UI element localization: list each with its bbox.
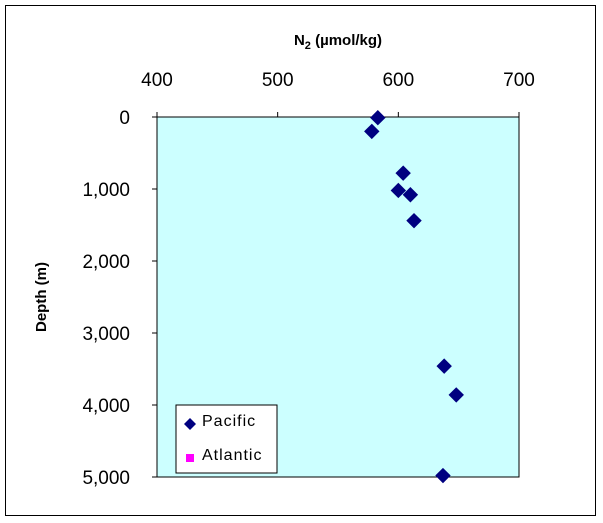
x-axis-title-main: N <box>294 32 305 49</box>
data-point-pacific <box>448 387 464 403</box>
y-tick-label: 2,000 <box>82 252 130 273</box>
data-point-pacific <box>395 165 411 181</box>
y-tick-label: 5,000 <box>82 468 130 489</box>
data-points <box>364 110 464 484</box>
x-axis-title-units: (µmol/kg) <box>311 32 382 49</box>
y-tick-label: 1,000 <box>82 180 130 201</box>
legend-label-pacific: Pacific <box>202 413 256 430</box>
data-point-pacific <box>406 212 422 229</box>
x-tick-label: 500 <box>262 70 294 91</box>
data-point-pacific <box>370 110 386 126</box>
data-point-pacific <box>390 182 407 199</box>
x-tick-label: 700 <box>503 70 535 91</box>
legend-marker-atlantic <box>186 454 194 462</box>
data-point-pacific <box>402 187 419 203</box>
y-tick-label: 3,000 <box>82 324 130 345</box>
data-point-pacific <box>435 467 451 484</box>
data-point-pacific <box>436 358 452 374</box>
y-axis-title: Depth (m) <box>33 262 50 332</box>
legend-label-atlantic: Atlantic <box>202 447 262 464</box>
y-tick-label: 0 <box>119 108 130 129</box>
legend-marker-pacific <box>184 418 196 430</box>
x-axis: 400 500 600 700 <box>141 70 535 117</box>
x-axis-title-subscript: 2 <box>305 40 311 52</box>
x-tick-label: 600 <box>382 70 414 91</box>
x-axis-title: N2 (µmol/kg) <box>294 32 382 52</box>
x-tick-label: 400 <box>141 70 173 91</box>
y-axis: 0 1,000 2,000 3,000 4,000 5,000 <box>82 108 157 489</box>
y-tick-label: 4,000 <box>82 396 130 417</box>
data-point-pacific <box>364 123 380 140</box>
legend: Pacific Atlantic <box>175 404 278 474</box>
